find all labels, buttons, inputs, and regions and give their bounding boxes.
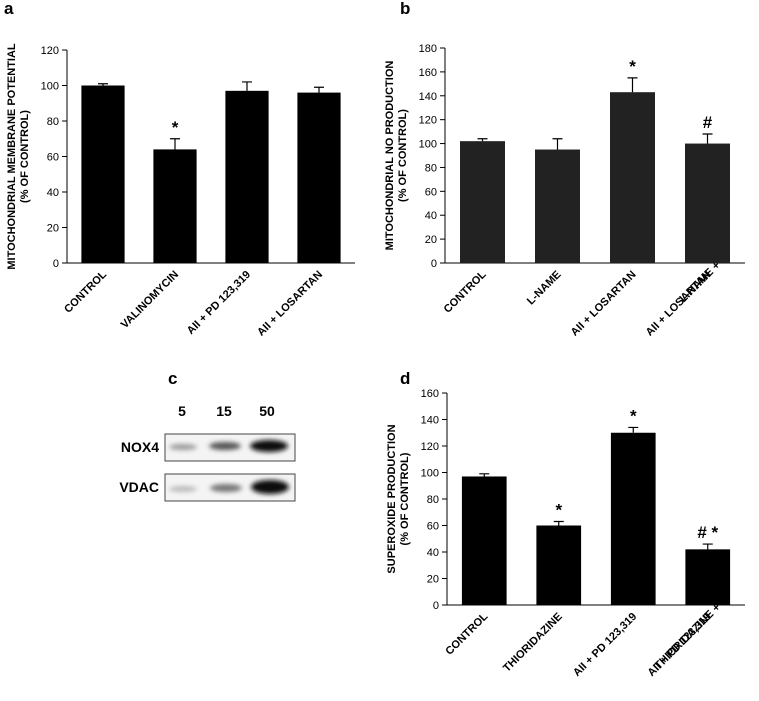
error-bar bbox=[477, 138, 488, 142]
lane-label: 5 bbox=[178, 403, 186, 419]
y-tick-label: 180 bbox=[419, 43, 437, 55]
y-tick-label: 140 bbox=[421, 415, 439, 427]
y-tick-label: 60 bbox=[425, 186, 437, 198]
x-tick-label: AII + LOSARTAN bbox=[255, 269, 325, 339]
y-tick-label: 20 bbox=[47, 223, 59, 235]
panel-label: c bbox=[168, 369, 177, 388]
error-bar bbox=[702, 543, 713, 550]
x-tick-label: CONTROL bbox=[62, 268, 109, 315]
lane-label: 15 bbox=[216, 403, 232, 419]
y-tick-label: 40 bbox=[425, 210, 437, 222]
x-tick-label: AII + PD 123,319 bbox=[645, 611, 713, 679]
y-tick-label: 60 bbox=[47, 152, 59, 164]
x-tick-label: CONTROL bbox=[442, 268, 489, 315]
x-tick-label: AII + LOSARTAN bbox=[569, 269, 639, 339]
panel-label: a bbox=[4, 0, 14, 18]
bar bbox=[297, 92, 341, 263]
bar bbox=[81, 85, 125, 263]
y-tick-label: 20 bbox=[425, 234, 437, 246]
y-tick-label: 160 bbox=[419, 67, 437, 79]
blot-band bbox=[251, 480, 289, 494]
bar bbox=[153, 149, 197, 263]
x-tick-label: AII + LOSARTAN bbox=[644, 269, 714, 339]
x-tick-label: CONTROL bbox=[443, 610, 490, 657]
error-bar bbox=[479, 473, 490, 477]
error-bar bbox=[314, 86, 324, 93]
blot-panel: c 5 15 50 NOX4 VDAC bbox=[119, 369, 296, 502]
error-bar bbox=[702, 133, 713, 144]
row-label: NOX4 bbox=[121, 439, 159, 455]
y-tick-label: 100 bbox=[419, 139, 437, 151]
error-bar bbox=[628, 426, 639, 433]
y-axis-label: (% OF CONTROL) bbox=[399, 452, 411, 545]
error-bar bbox=[242, 81, 252, 91]
annotation: # * bbox=[697, 523, 718, 542]
y-tick-label: 80 bbox=[427, 494, 439, 506]
panel-label: d bbox=[400, 369, 410, 388]
annotation: * bbox=[629, 57, 636, 76]
y-tick-label: 120 bbox=[41, 45, 59, 57]
bar bbox=[610, 92, 655, 263]
y-tick-label: 40 bbox=[47, 187, 59, 199]
y-tick-label: 120 bbox=[421, 441, 439, 453]
bar bbox=[536, 525, 582, 605]
y-tick-label: 0 bbox=[431, 258, 437, 270]
bar bbox=[610, 432, 656, 605]
x-tick-label: AII + PD 123,319 bbox=[185, 269, 253, 337]
bar bbox=[460, 141, 505, 263]
row-label: VDAC bbox=[119, 479, 159, 495]
y-tick-label: 60 bbox=[427, 521, 439, 533]
y-tick-label: 0 bbox=[433, 600, 439, 612]
lane-label: 50 bbox=[259, 403, 275, 419]
annotation: * bbox=[172, 118, 179, 137]
error-bar bbox=[552, 138, 563, 150]
y-tick-label: 100 bbox=[41, 81, 59, 93]
y-tick-label: 140 bbox=[419, 91, 437, 103]
blot-band bbox=[250, 440, 288, 452]
blot-band bbox=[209, 442, 241, 450]
error-bar bbox=[553, 520, 564, 526]
blot-band bbox=[169, 444, 197, 450]
bar bbox=[685, 143, 730, 263]
y-tick-label: 0 bbox=[53, 258, 59, 270]
y-axis-label: SUPEROXIDE PRODUCTION bbox=[386, 424, 398, 573]
y-tick-label: 80 bbox=[47, 116, 59, 128]
bar bbox=[535, 149, 580, 263]
annotation: # bbox=[703, 113, 713, 132]
y-tick-label: 80 bbox=[425, 162, 437, 174]
y-axis-label: (% OF CONTROL) bbox=[397, 109, 409, 202]
bar bbox=[685, 549, 731, 605]
annotation: * bbox=[555, 501, 562, 520]
error-bar bbox=[170, 138, 180, 150]
bar bbox=[461, 476, 507, 605]
error-bar bbox=[627, 77, 638, 93]
x-tick-label: VALINOMYCIN bbox=[119, 269, 181, 331]
blot-band bbox=[169, 486, 197, 492]
x-tick-label: L-NAME bbox=[525, 269, 564, 308]
y-axis-label: MITOCHONDRIAL NO PRODUCTION bbox=[384, 61, 396, 251]
y-axis-label: MITOCHONDRIAL MEMBRANE POTENTIAL bbox=[6, 43, 18, 270]
y-axis-label: (% OF CONTROL) bbox=[19, 110, 31, 203]
y-tick-label: 120 bbox=[419, 115, 437, 127]
y-tick-label: 20 bbox=[427, 574, 439, 586]
y-tick-label: 100 bbox=[421, 468, 439, 480]
x-tick-label: THIORIDAZINE bbox=[501, 611, 565, 675]
y-tick-label: 160 bbox=[421, 388, 439, 400]
bar bbox=[225, 90, 269, 263]
annotation: * bbox=[630, 406, 637, 425]
x-tick-label: AII + PD 123,319 bbox=[571, 611, 639, 679]
blot-band bbox=[210, 484, 242, 492]
panel-label: b bbox=[400, 0, 410, 18]
y-tick-label: 40 bbox=[427, 547, 439, 559]
error-bar bbox=[98, 83, 108, 86]
